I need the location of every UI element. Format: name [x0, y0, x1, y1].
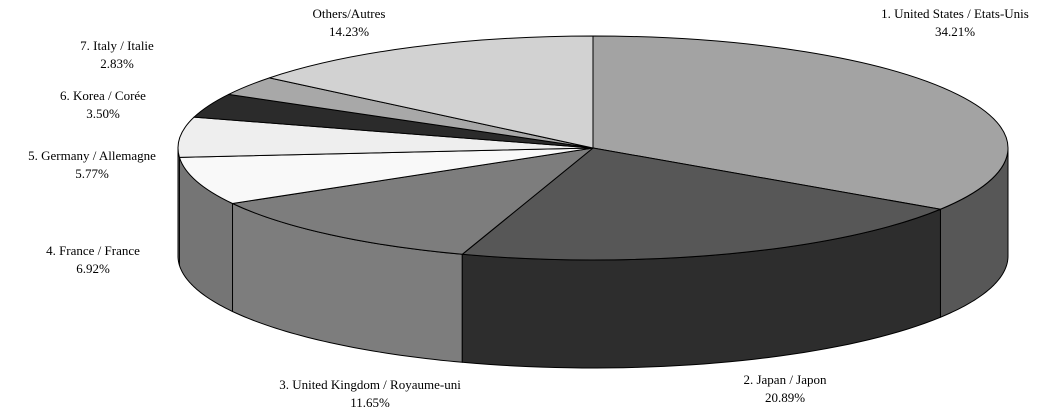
slice-label-5: 5. Germany / Allemagne [28, 148, 156, 163]
slice-value-label-4: 6.92% [76, 261, 110, 276]
pie-slice-8 [268, 35, 594, 149]
pie-slice-3 [232, 147, 594, 255]
pie-slice-4 [178, 147, 594, 204]
slice-value-label-3: 11.65% [350, 395, 390, 410]
slice-label-2: 2. Japan / Japon [743, 372, 827, 387]
slice-value-label-7: 2.83% [100, 56, 134, 71]
pie-slice-5 [177, 116, 594, 158]
slice-label-4: 4. France / France [46, 243, 140, 258]
pie-labels: 1. United States / Etats-Unis 34.21% 2. Ja… [28, 6, 1029, 410]
slice-value-label-8: 14.23% [329, 24, 369, 39]
slice-value-label-5: 5.77% [75, 166, 109, 181]
pie-tops [177, 35, 1009, 261]
slice-value-label-2: 20.89% [765, 390, 805, 405]
slice-label-1: 1. United States / Etats-Unis [881, 6, 1029, 21]
slice-label-6: 6. Korea / Corée [60, 88, 146, 103]
slice-label-3: 3. United Kingdom / Royaume-uni [279, 377, 461, 392]
slice-value-label-6: 3.50% [86, 106, 120, 121]
slice-label-7: 7. Italy / Italie [80, 38, 154, 53]
slice-value-label-1: 34.21% [935, 24, 975, 39]
slice-label-8: Others/Autres [313, 6, 386, 21]
pie-slice-2 [461, 147, 941, 261]
